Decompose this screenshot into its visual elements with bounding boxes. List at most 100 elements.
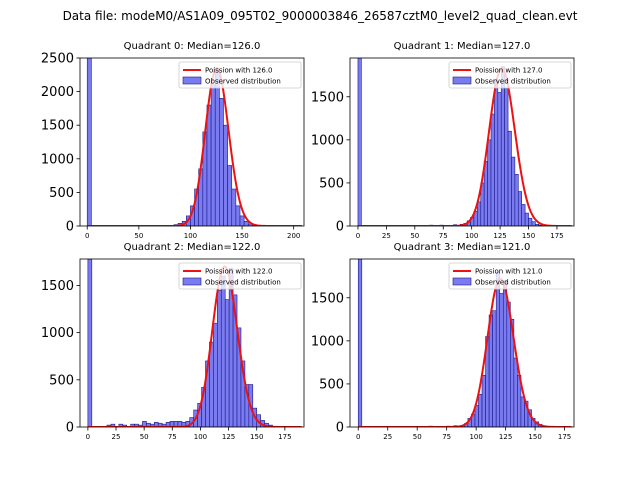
x-tick-label: 50 [413, 433, 422, 441]
axes-frame [79, 258, 305, 428]
histogram-bar [531, 221, 536, 226]
panel-title: Quadrant 0: Median=126.0 [124, 41, 261, 52]
histogram-bar [490, 113, 495, 226]
legend: Poission with 121.0 Observed distribution [448, 262, 572, 290]
histogram-bar [235, 205, 241, 226]
x-tick-label: 0 [356, 433, 360, 441]
panel-3: 0 25 50 75 100 125 150 175 0 500 1000 1500 Quadrant … [311, 242, 575, 441]
histogram-bar [504, 87, 509, 226]
histogram-bar [231, 188, 237, 226]
legend: Poission with 127.0 Observed distribution [448, 61, 572, 89]
histogram-bar [219, 98, 224, 226]
x-tick-label: 50 [410, 232, 419, 240]
legend-box [448, 262, 572, 290]
axes-frame [349, 57, 575, 227]
panel-title: Quadrant 1: Median=127.0 [394, 41, 531, 52]
histogram-bar [478, 393, 483, 427]
histogram-bar [521, 204, 526, 226]
histogram-bar [223, 124, 228, 226]
histogram-bar [217, 289, 222, 427]
legend-label: Poission with 127.0 [475, 67, 543, 75]
legend: Poission with 122.0 Observed distribution [178, 262, 302, 290]
histogram-bar [513, 357, 518, 427]
histogram-bar [210, 84, 216, 226]
poisson-curve [87, 67, 302, 226]
x-tick-label: 200 [287, 232, 300, 240]
y-tick-label: 2000 [41, 85, 74, 100]
y-tick-label: 0 [66, 421, 74, 436]
legend-label: Observed distribution [475, 78, 551, 86]
histogram-bar [357, 259, 363, 427]
y-tick-label: 1000 [311, 334, 344, 349]
histogram-bar [487, 139, 492, 226]
panel-title: Quadrant 2: Median=122.0 [124, 242, 261, 253]
x-tick-label: 125 [499, 433, 512, 441]
y-tick-label: 1000 [41, 152, 74, 167]
x-tick-label: 175 [278, 433, 291, 441]
x-tick-label: 150 [235, 232, 248, 240]
x-tick-label: 175 [558, 433, 571, 441]
x-tick-label: 0 [356, 232, 360, 240]
legend-label: Observed distribution [475, 279, 551, 287]
panel-1: 0 25 50 75 100 125 150 175 0 500 1000 1500 Quadrant … [311, 41, 575, 240]
x-tick-label: 150 [528, 433, 541, 441]
x-tick-label: 25 [112, 433, 121, 441]
histogram-bar [477, 201, 482, 226]
histogram-bar [86, 58, 92, 226]
panel-0: 0 50 100 150 20005001000150020002500Quadrant… [41, 41, 305, 240]
poisson-curve [358, 277, 572, 427]
x-tick-label: 100 [465, 232, 478, 240]
histogram-bar [520, 396, 525, 427]
axes-frame [79, 57, 305, 227]
poisson-curve [87, 265, 302, 427]
legend-box [178, 61, 302, 89]
y-tick-label: 1000 [41, 326, 74, 341]
histogram-bar [500, 66, 505, 226]
histogram-bar [357, 58, 362, 226]
histogram-bar [492, 310, 497, 427]
legend-box [178, 262, 302, 290]
x-tick-label: 100 [469, 433, 482, 441]
legend-box [448, 61, 572, 89]
y-tick-label: 500 [49, 186, 74, 201]
x-tick-label: 150 [522, 232, 535, 240]
x-tick-label: 50 [134, 232, 143, 240]
y-tick-label: 500 [319, 377, 344, 392]
histogram-bar [483, 161, 488, 226]
histogram-bar [206, 104, 212, 226]
legend-bar-swatch [182, 277, 202, 286]
histogram-bar [495, 271, 501, 427]
legend-bar-swatch [182, 76, 202, 85]
x-tick-label: 0 [85, 232, 89, 240]
x-tick-label: 75 [442, 433, 451, 441]
histogram-bar [494, 79, 499, 226]
legend-bar-swatch [452, 277, 472, 286]
histogram-bar [507, 130, 512, 226]
x-tick-label: 0 [86, 433, 90, 441]
axes-frame [349, 258, 575, 428]
legend-label: Observed distribution [205, 78, 281, 86]
x-tick-label: 100 [184, 232, 197, 240]
histogram-bar [511, 156, 516, 226]
x-tick-label: 25 [383, 433, 392, 441]
y-tick-label: 0 [66, 220, 74, 235]
histogram-bar [524, 212, 529, 226]
legend: Poission with 126.0 Observed distribution [178, 61, 302, 89]
histogram-bar [514, 174, 519, 226]
y-tick-label: 500 [49, 373, 74, 388]
x-tick-label: 75 [168, 433, 177, 441]
histogram-bar [110, 423, 116, 427]
x-tick-label: 50 [140, 433, 149, 441]
y-tick-label: 1500 [311, 291, 344, 306]
histogram-bar [224, 299, 230, 427]
histogram-bar [213, 322, 218, 427]
panel-2: 0 25 50 75 100 125 150 175 0 500 1000 1500 Quadrant … [41, 242, 305, 441]
histogram-bar [506, 301, 511, 427]
histogram-bar [497, 92, 502, 226]
panel-title: Quadrant 3: Median=121.0 [394, 242, 531, 253]
histogram-bar [481, 375, 486, 427]
x-tick-label: 25 [382, 232, 391, 240]
x-tick-label: 125 [222, 433, 235, 441]
histogram-bars [357, 259, 547, 427]
histogram-bar [502, 280, 508, 427]
